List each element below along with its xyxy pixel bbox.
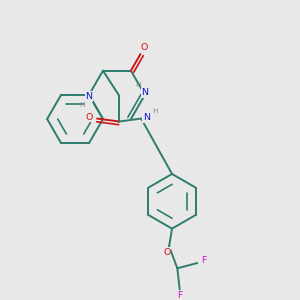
Text: O: O — [85, 112, 93, 122]
Text: H: H — [152, 108, 158, 114]
Text: O: O — [140, 43, 148, 52]
Text: O: O — [163, 248, 170, 257]
Text: F: F — [201, 256, 206, 265]
Text: H: H — [79, 102, 85, 108]
Text: H: H — [135, 82, 141, 88]
Text: N: N — [85, 92, 92, 101]
Text: F: F — [177, 291, 182, 300]
Text: N: N — [141, 88, 148, 97]
Text: N: N — [143, 113, 150, 122]
